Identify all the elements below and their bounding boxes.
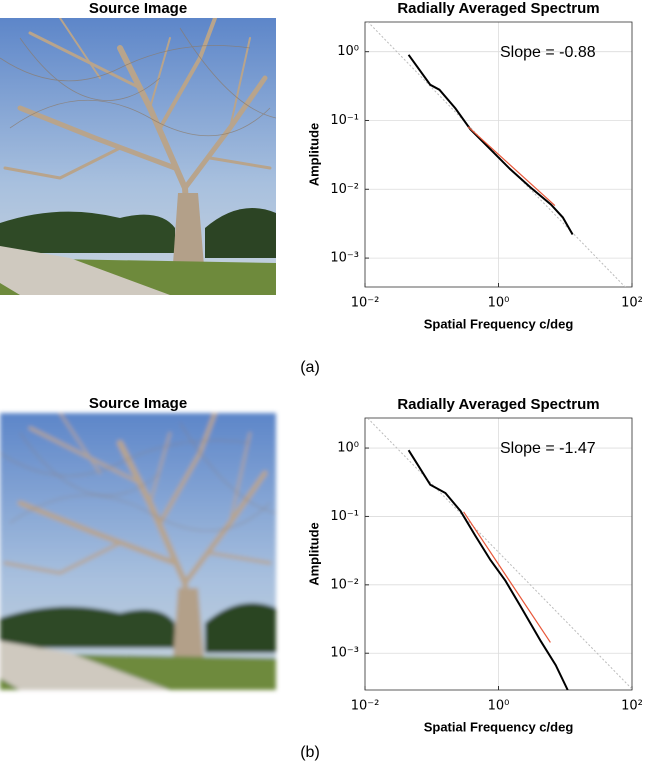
y-tick-label: 10⁻¹ — [330, 509, 359, 524]
chart-title: Radially Averaged Spectrum — [397, 0, 599, 17]
annotation: Slope = -0.88 — [500, 44, 596, 61]
y-tick-label: 10⁻² — [330, 577, 359, 592]
x-axis-label: Spatial Frequency c/deg — [424, 316, 574, 331]
image-title: Source Image — [89, 0, 187, 17]
y-axis-label: Amplitude — [306, 522, 321, 586]
series-line — [407, 449, 569, 690]
y-tick-label: 10⁰ — [337, 44, 359, 59]
series-line — [463, 511, 551, 643]
plot-frame — [364, 417, 633, 691]
source-photo — [0, 18, 276, 295]
y-tick-label: 10⁻¹ — [330, 113, 359, 128]
x-axis-label: Spatial Frequency c/deg — [424, 719, 574, 734]
caption: (b) — [300, 744, 320, 761]
series-line — [407, 54, 574, 235]
x-tick-label: 10² — [621, 699, 643, 714]
caption: (a) — [300, 359, 320, 376]
image-title: Source Image — [89, 395, 187, 412]
plot-frame — [364, 21, 633, 288]
x-tick-label: 10⁻² — [351, 699, 380, 714]
y-tick-label: 10⁻³ — [330, 251, 359, 266]
series-line — [467, 126, 556, 207]
x-tick-label: 10⁰ — [488, 699, 510, 714]
x-tick-label: 10² — [621, 296, 643, 311]
chart-title: Radially Averaged Spectrum — [397, 396, 599, 413]
y-tick-label: 10⁻² — [330, 182, 359, 197]
annotation: Slope = -1.47 — [500, 440, 596, 457]
x-tick-label: 10⁰ — [488, 296, 510, 311]
y-axis-label: Amplitude — [306, 123, 321, 187]
y-tick-label: 10⁰ — [337, 441, 359, 456]
x-tick-label: 10⁻² — [351, 296, 380, 311]
source-photo-blurred — [0, 413, 276, 690]
y-tick-label: 10⁻³ — [330, 646, 359, 661]
